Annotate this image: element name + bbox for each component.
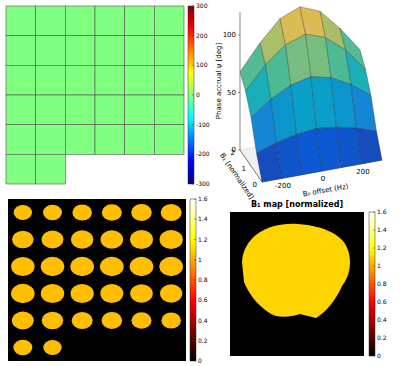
svg-text:100: 100 [223,31,236,39]
svg-text:0.6: 0.6 [198,296,208,303]
svg-text:0.6: 0.6 [377,298,387,305]
svg-text:0.4: 0.4 [377,316,387,323]
svg-text:0: 0 [377,352,381,359]
svg-text:B₁ [normalized]: B₁ [normalized] [218,152,255,201]
svg-text:-200: -200 [196,150,210,157]
svg-text:1.6: 1.6 [377,208,387,215]
svg-text:-200: -200 [275,182,291,190]
svg-text:1.2: 1.2 [198,236,208,243]
svg-text:0.8: 0.8 [377,280,387,287]
svg-text:300: 300 [196,2,208,9]
svg-text:0.2: 0.2 [198,337,208,344]
svg-text:1: 1 [242,165,246,173]
svg-text:1.4: 1.4 [377,226,387,233]
svg-text:0.2: 0.2 [377,334,387,341]
svg-text:1: 1 [198,256,202,263]
svg-text:0: 0 [253,181,257,189]
svg-text:100: 100 [196,61,208,68]
svg-text:50: 50 [227,89,236,97]
svg-text:1.2: 1.2 [377,244,387,251]
svg-text:-300: -300 [196,180,210,187]
svg-text:1.6: 1.6 [198,195,208,202]
svg-text:200: 200 [196,32,208,39]
svg-text:B₀ offset (Hz): B₀ offset (Hz) [302,182,349,198]
svg-text:1.4: 1.4 [198,215,208,222]
svg-text:0.8: 0.8 [198,276,208,283]
svg-text:Phase accrual ψ [deg]: Phase accrual ψ [deg] [215,43,223,120]
svg-text:2: 2 [231,149,235,157]
svg-text:0.4: 0.4 [198,317,208,324]
svg-text:0: 0 [321,175,325,183]
svg-text:B₁ map [normalized]: B₁ map [normalized] [251,200,343,209]
svg-text:1: 1 [377,262,381,269]
svg-text:0: 0 [196,91,200,98]
svg-text:0: 0 [198,357,202,364]
svg-text:200: 200 [356,168,369,176]
svg-text:-100: -100 [196,121,210,128]
